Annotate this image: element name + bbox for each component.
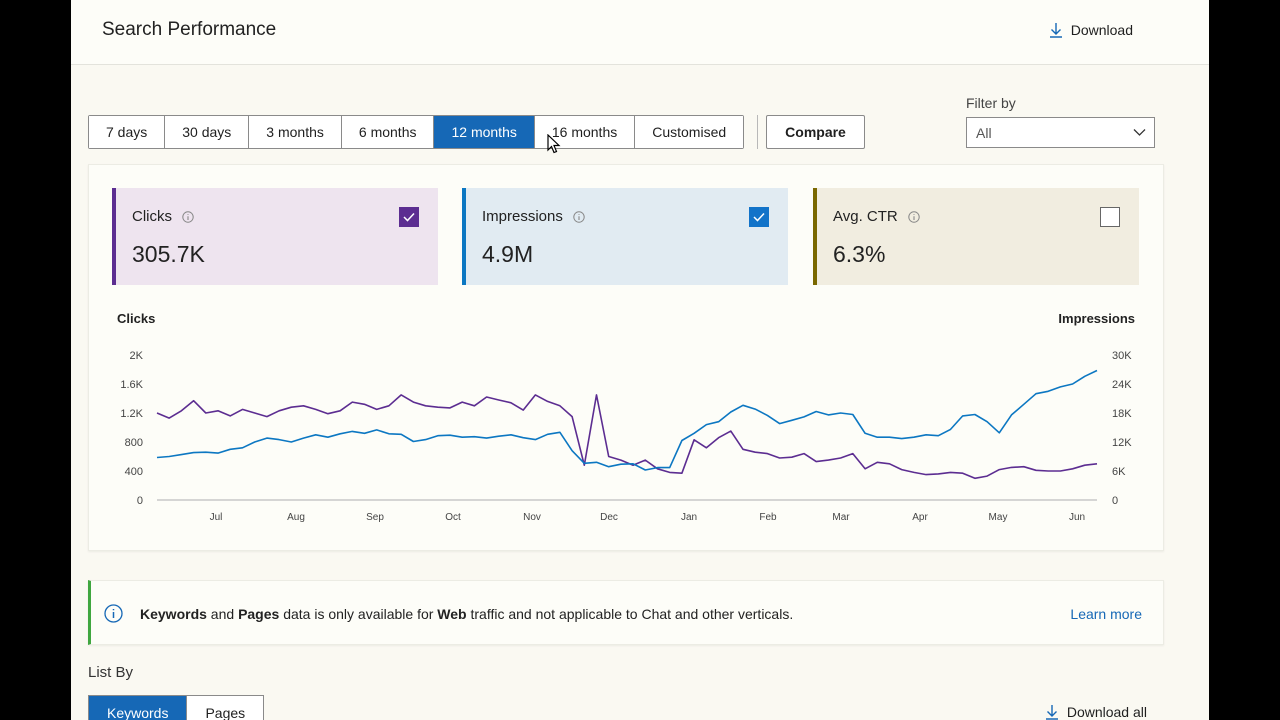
download-all-button[interactable]: Download all	[1045, 704, 1147, 720]
y-left-tick-label: 1.2K	[120, 408, 143, 420]
range-3-months[interactable]: 3 months	[249, 116, 342, 148]
x-tick-label: Feb	[759, 512, 777, 523]
notice-text: Keywords and Pages data is only availabl…	[140, 606, 793, 622]
page-header: Search Performance Download	[71, 0, 1209, 65]
metric-ctr-value: 6.3%	[833, 241, 886, 267]
list-by-tabs: Keywords Pages	[88, 695, 265, 720]
y-right-tick-label: 24K	[1112, 379, 1132, 391]
metric-clicks[interactable]: Clicks 305.7K	[112, 188, 438, 285]
download-icon	[1045, 705, 1058, 720]
info-icon[interactable]	[573, 210, 585, 223]
range-divider	[757, 115, 758, 149]
x-tick-label: Jan	[681, 512, 697, 523]
x-tick-label: Nov	[523, 512, 541, 523]
range-customised[interactable]: Customised	[635, 116, 744, 148]
metric-impressions-label-row: Impressions	[482, 208, 585, 225]
y-right-tick-label: 6K	[1112, 466, 1126, 478]
metric-clicks-label-row: Clicks	[132, 208, 194, 225]
y-left-axis-title: Clicks	[117, 311, 156, 326]
tab-keywords[interactable]: Keywords	[89, 696, 188, 720]
metric-clicks-value: 305.7K	[132, 241, 205, 267]
metric-impressions-label: Impressions	[482, 208, 563, 225]
metric-avg-ctr[interactable]: Avg. CTR 6.3%	[813, 188, 1139, 285]
range-6-months[interactable]: 6 months	[341, 116, 435, 148]
filter-label: Filter by	[966, 95, 1016, 111]
checkmark-icon	[403, 212, 415, 222]
metric-impressions-value: 4.9M	[482, 241, 534, 267]
notice-web: Web	[437, 606, 467, 622]
app-window: Search Performance Download 7 days 30 da…	[71, 0, 1209, 720]
x-tick-label: Apr	[912, 512, 928, 523]
learn-more-link[interactable]: Learn more	[1070, 606, 1142, 622]
x-tick-label: Sep	[366, 512, 384, 523]
metric-clicks-label: Clicks	[132, 208, 172, 225]
series-line-clicks	[156, 394, 1098, 480]
metric-clicks-checkbox[interactable]	[399, 207, 419, 227]
y-right-tick-label: 0	[1112, 495, 1118, 507]
metric-ctr-checkbox[interactable]	[1100, 207, 1120, 227]
y-right-tick-label: 30K	[1112, 350, 1132, 362]
notice-mid: data is only available for	[279, 606, 438, 622]
y-left-tick-label: 400	[125, 466, 143, 478]
date-range-selector: 7 days 30 days 3 months 6 months 12 mont…	[88, 115, 745, 149]
y-left-tick-label: 800	[125, 437, 143, 449]
series-line-impressions	[156, 369, 1098, 471]
download-all-label: Download all	[1066, 704, 1147, 720]
download-button[interactable]: Download	[1049, 22, 1133, 38]
checkmark-icon	[753, 212, 765, 222]
range-30-days[interactable]: 30 days	[165, 116, 250, 148]
mouse-cursor-icon	[547, 134, 561, 154]
notice-and: and	[206, 606, 239, 622]
notice-end: traffic and not applicable to Chat and o…	[466, 606, 794, 622]
x-tick-label: May	[989, 512, 1008, 523]
range-7-days[interactable]: 7 days	[89, 116, 166, 148]
page-title: Search Performance	[102, 19, 277, 40]
chevron-down-icon	[1133, 129, 1146, 136]
notice-keywords: Keywords	[140, 606, 207, 622]
x-tick-label: Jul	[210, 512, 223, 523]
y-left-tick-label: 0	[137, 495, 143, 507]
compare-button[interactable]: Compare	[766, 115, 865, 149]
y-left-tick-label: 1.6K	[120, 379, 143, 391]
y-left-tick-label: 2K	[130, 350, 144, 362]
x-tick-label: Dec	[600, 512, 618, 523]
info-icon[interactable]	[182, 210, 194, 223]
filter-value: All	[976, 125, 992, 141]
x-tick-label: Mar	[832, 512, 850, 523]
list-by-label: List By	[88, 664, 134, 681]
metric-impressions[interactable]: Impressions 4.9M	[462, 188, 788, 285]
performance-card: Clicks 305.7K Impressions 4.9M Avg. CTR	[88, 164, 1164, 551]
metric-ctr-label-row: Avg. CTR	[833, 208, 920, 225]
x-tick-label: Aug	[287, 512, 305, 523]
metric-impressions-checkbox[interactable]	[749, 207, 769, 227]
y-right-tick-label: 12K	[1112, 437, 1132, 449]
x-tick-label: Jun	[1069, 512, 1085, 523]
performance-chart[interactable]: 2K 1.6K 1.2K 800 400 0 30K 24K 18K 12K 6K 0 Jul Aug Se…	[89, 335, 1165, 525]
y-right-axis-title: Impressions	[1058, 311, 1135, 326]
filter-dropdown[interactable]: All	[966, 117, 1155, 148]
info-notice: Keywords and Pages data is only availabl…	[88, 580, 1164, 645]
y-right-tick-label: 18K	[1112, 408, 1132, 420]
metric-ctr-label: Avg. CTR	[833, 208, 898, 225]
download-label: Download	[1070, 22, 1133, 38]
info-circle-icon	[104, 604, 123, 623]
tab-pages[interactable]: Pages	[205, 705, 246, 720]
download-icon	[1049, 23, 1062, 38]
x-tick-label: Oct	[445, 512, 461, 523]
notice-pages: Pages	[238, 606, 280, 622]
info-icon[interactable]	[908, 210, 920, 223]
range-12-months[interactable]: 12 months	[434, 116, 535, 148]
